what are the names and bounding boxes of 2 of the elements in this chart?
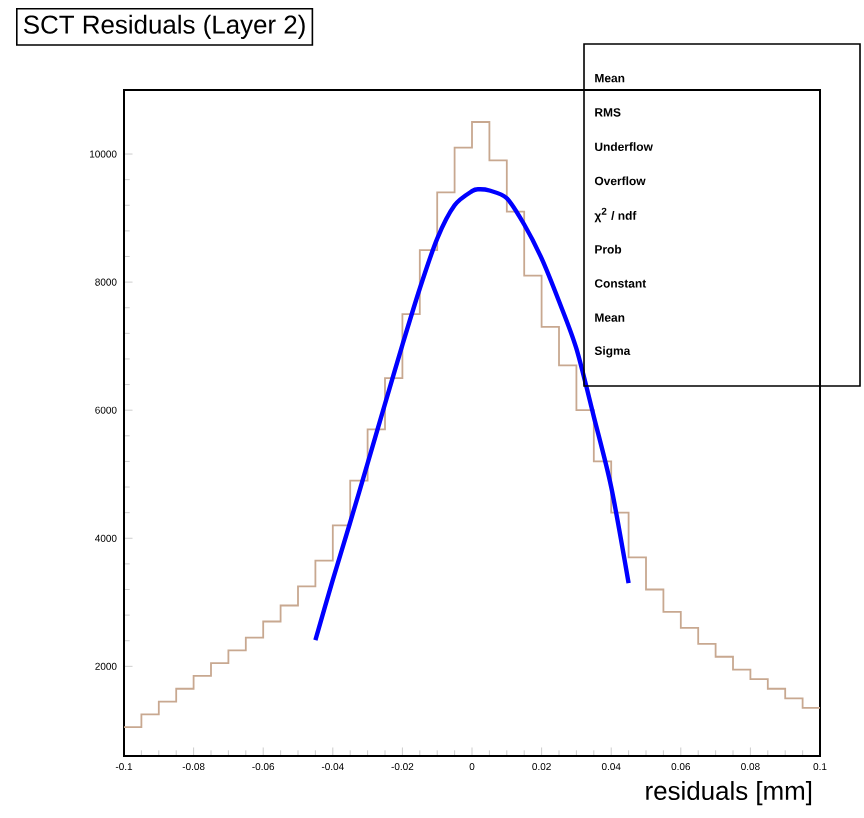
chart-title: SCT Residuals (Layer 2) <box>23 14 305 39</box>
x-axis-title: residuals [mm] <box>646 781 812 806</box>
